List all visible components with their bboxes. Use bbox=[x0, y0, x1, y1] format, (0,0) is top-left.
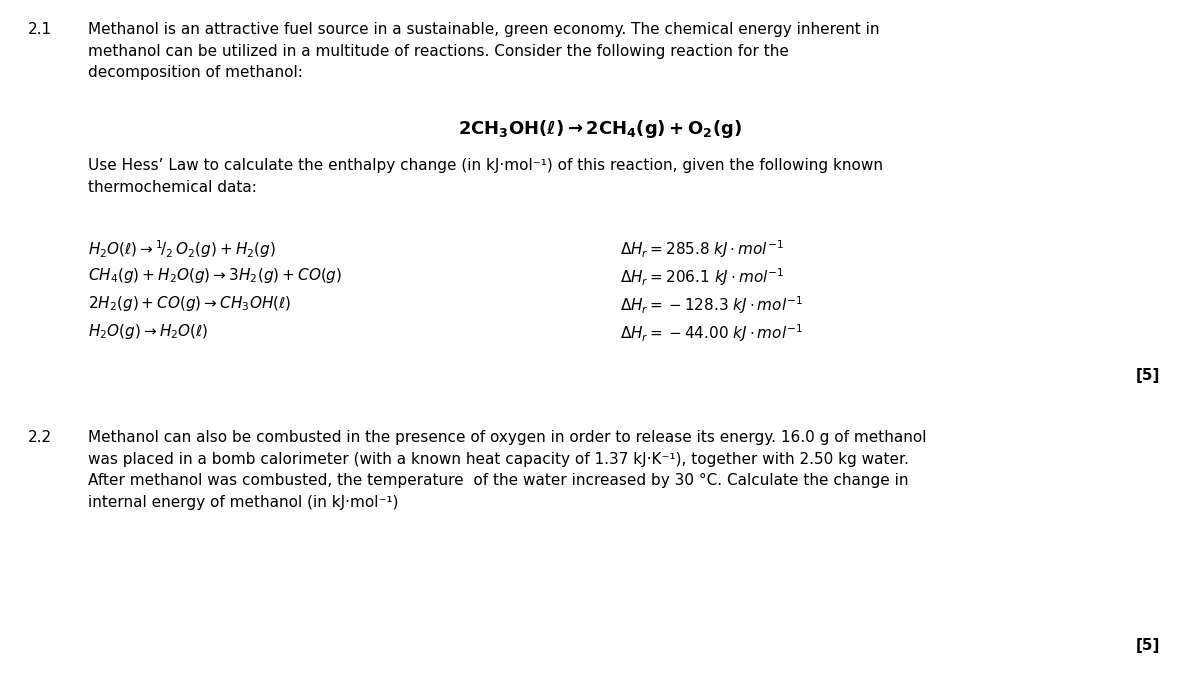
Text: 2.1: 2.1 bbox=[28, 22, 52, 37]
Text: $CH_4(g) + H_2O(g) \rightarrow 3H_2(g) + CO(g)$: $CH_4(g) + H_2O(g) \rightarrow 3H_2(g) +… bbox=[88, 266, 342, 285]
Text: $\mathbf{2CH_3OH(\ell) \rightarrow 2CH_4(g) + O_2(g)}$: $\mathbf{2CH_3OH(\ell) \rightarrow 2CH_4… bbox=[458, 118, 742, 140]
Text: $2H_2(g) + CO(g) \rightarrow CH_3OH(\ell)$: $2H_2(g) + CO(g) \rightarrow CH_3OH(\ell… bbox=[88, 294, 292, 313]
Text: $\Delta H_r = -128.3\ kJ \cdot mol^{-1}$: $\Delta H_r = -128.3\ kJ \cdot mol^{-1}$ bbox=[620, 294, 803, 316]
Text: [5]: [5] bbox=[1135, 638, 1160, 653]
Text: $H_2O(g) \rightarrow H_2O(\ell)$: $H_2O(g) \rightarrow H_2O(\ell)$ bbox=[88, 322, 209, 341]
Text: [5]: [5] bbox=[1135, 368, 1160, 383]
Text: Methanol can also be combusted in the presence of oxygen in order to release its: Methanol can also be combusted in the pr… bbox=[88, 430, 926, 510]
Text: $\Delta H_r = 285.8\ kJ \cdot mol^{-1}$: $\Delta H_r = 285.8\ kJ \cdot mol^{-1}$ bbox=[620, 238, 784, 260]
Text: $\Delta H_r = -44.00\ kJ \cdot mol^{-1}$: $\Delta H_r = -44.00\ kJ \cdot mol^{-1}$ bbox=[620, 322, 803, 344]
Text: $\Delta H_r = 206.1\ kJ \cdot mol^{-1}$: $\Delta H_r = 206.1\ kJ \cdot mol^{-1}$ bbox=[620, 266, 785, 287]
Text: 2.2: 2.2 bbox=[28, 430, 52, 445]
Text: $H_2O(\ell) \rightarrow {^1\!/}_2\,O_2(g) + H_2(g)$: $H_2O(\ell) \rightarrow {^1\!/}_2\,O_2(g… bbox=[88, 238, 276, 260]
Text: Methanol is an attractive fuel source in a sustainable, green economy. The chemi: Methanol is an attractive fuel source in… bbox=[88, 22, 880, 80]
Text: Use Hess’ Law to calculate the enthalpy change (in kJ·mol⁻¹) of this reaction, g: Use Hess’ Law to calculate the enthalpy … bbox=[88, 158, 883, 195]
